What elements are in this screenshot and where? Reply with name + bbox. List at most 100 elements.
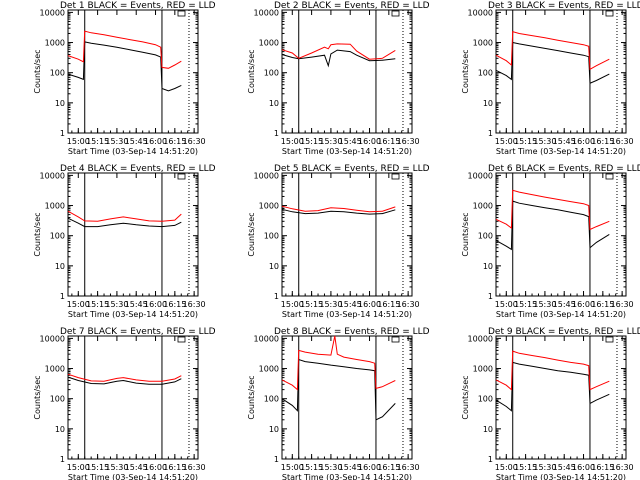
x-tick-label: 16:15: [591, 463, 614, 472]
x-tick-label: 15:00: [67, 300, 90, 309]
y-tick-label: 1000: [259, 202, 279, 211]
plot-frame: [495, 172, 627, 297]
lld-series-line: [495, 30, 610, 71]
x-tick-label: 16:15: [163, 300, 186, 309]
legend-square: [605, 336, 614, 343]
x-tick-label: 15:15: [86, 300, 109, 309]
chart-title: Det 1 BLACK = Events, RED = LLD: [60, 1, 216, 11]
y-axis-label: Counts/sec: [247, 375, 256, 419]
x-tick-label: 16:30: [183, 300, 206, 309]
x-tick-label: 16:15: [377, 300, 400, 309]
y-axis-label: Counts/sec: [461, 49, 470, 93]
legend-square: [391, 10, 400, 17]
legend-square: [391, 173, 400, 180]
y-tick-label: 1: [274, 455, 279, 464]
legend-square: [177, 336, 186, 343]
y-tick-label: 10000: [254, 8, 279, 17]
y-tick-label: 100: [264, 395, 279, 404]
x-tick-label: 15:15: [300, 137, 323, 146]
y-tick-label: 1: [488, 292, 493, 301]
y-tick-label: 1: [60, 455, 65, 464]
y-tick-label: 10: [269, 425, 279, 434]
detector-panel-4: Det 4 BLACK = Events, RED = LLD 1 10 100 100…: [33, 164, 216, 319]
events-series-line: [281, 358, 396, 421]
x-tick-label: 15:15: [514, 463, 537, 472]
x-tick-label: 15:30: [533, 300, 556, 309]
y-tick-label: 100: [264, 69, 279, 78]
x-tick-label: 16:30: [397, 137, 420, 146]
x-tick-label: 15:30: [319, 137, 342, 146]
x-tick-label: 15:45: [553, 300, 576, 309]
y-tick-label: 1000: [45, 202, 65, 211]
x-tick-label: 15:45: [125, 137, 148, 146]
events-series-line: [67, 41, 182, 92]
x-tick-label: 16:30: [183, 463, 206, 472]
plot-frame: [495, 9, 627, 134]
x-tick-label: 15:00: [67, 463, 90, 472]
chart-title: Det 9 BLACK = Events, RED = LLD: [488, 327, 640, 337]
x-tick-label: 16:30: [611, 300, 634, 309]
x-axis-label: Start Time (03-Sep-14 14:51:20): [282, 473, 412, 480]
x-tick-label: 15:30: [533, 463, 556, 472]
y-tick-label: 1000: [473, 39, 493, 48]
y-tick-label: 10000: [254, 171, 279, 180]
x-tick-label: 16:15: [377, 463, 400, 472]
plot-frame: [67, 335, 199, 460]
plot-frame: [67, 172, 199, 297]
x-tick-label: 16:00: [358, 463, 381, 472]
y-tick-label: 100: [478, 395, 493, 404]
y-tick-label: 100: [50, 69, 65, 78]
x-tick-label: 15:30: [105, 300, 128, 309]
y-tick-label: 1000: [45, 39, 65, 48]
x-axis-label: Start Time (03-Sep-14 14:51:20): [282, 147, 412, 156]
y-tick-label: 100: [478, 232, 493, 241]
x-tick-label: 15:15: [514, 137, 537, 146]
y-tick-label: 10: [55, 99, 65, 108]
x-axis-label: Start Time (03-Sep-14 14:51:20): [68, 473, 198, 480]
x-tick-label: 16:00: [144, 137, 167, 146]
x-tick-label: 16:00: [358, 300, 381, 309]
lld-series-line: [281, 335, 396, 391]
plot-frame: [281, 9, 413, 134]
x-tick-label: 15:45: [125, 300, 148, 309]
x-tick-label: 15:00: [281, 300, 304, 309]
x-axis-label: Start Time (03-Sep-14 14:51:20): [68, 147, 198, 156]
events-series-line: [495, 361, 610, 412]
events-series-line: [495, 200, 610, 251]
x-tick-label: 15:00: [495, 463, 518, 472]
y-axis-label: Counts/sec: [247, 49, 256, 93]
y-axis-label: Counts/sec: [33, 49, 42, 93]
y-tick-label: 100: [264, 232, 279, 241]
plot-frame: [495, 335, 627, 460]
chart-title: Det 8 BLACK = Events, RED = LLD: [274, 327, 430, 337]
y-axis-label: Counts/sec: [461, 212, 470, 256]
y-tick-label: 10: [483, 425, 493, 434]
plot-frame: [67, 9, 199, 134]
y-tick-label: 1: [488, 455, 493, 464]
y-tick-label: 1: [274, 292, 279, 301]
x-tick-label: 16:00: [572, 463, 595, 472]
detector-panel-1: Det 1 BLACK = Events, RED = LLD 1 10 100 100…: [33, 1, 216, 156]
x-tick-label: 16:30: [183, 137, 206, 146]
y-tick-label: 10: [483, 262, 493, 271]
y-tick-label: 1000: [259, 39, 279, 48]
lld-series-line: [281, 43, 396, 60]
y-tick-label: 10000: [254, 334, 279, 343]
y-tick-label: 1: [274, 129, 279, 138]
chart-title: Det 7 BLACK = Events, RED = LLD: [60, 327, 216, 337]
lld-series-line: [495, 189, 610, 231]
plot-frame: [281, 335, 413, 460]
x-tick-label: 16:15: [163, 137, 186, 146]
x-tick-label: 16:30: [611, 137, 634, 146]
x-tick-label: 15:30: [105, 463, 128, 472]
y-tick-label: 10000: [468, 171, 493, 180]
events-series-line: [495, 41, 610, 84]
x-tick-label: 15:30: [319, 300, 342, 309]
detector-panel-6: Det 6 BLACK = Events, RED = LLD 1 10 100 100…: [461, 164, 640, 319]
chart-title: Det 6 BLACK = Events, RED = LLD: [488, 164, 640, 174]
x-tick-label: 16:15: [377, 137, 400, 146]
y-axis-label: Counts/sec: [33, 375, 42, 419]
events-series-line: [67, 376, 182, 385]
y-tick-label: 10: [269, 99, 279, 108]
